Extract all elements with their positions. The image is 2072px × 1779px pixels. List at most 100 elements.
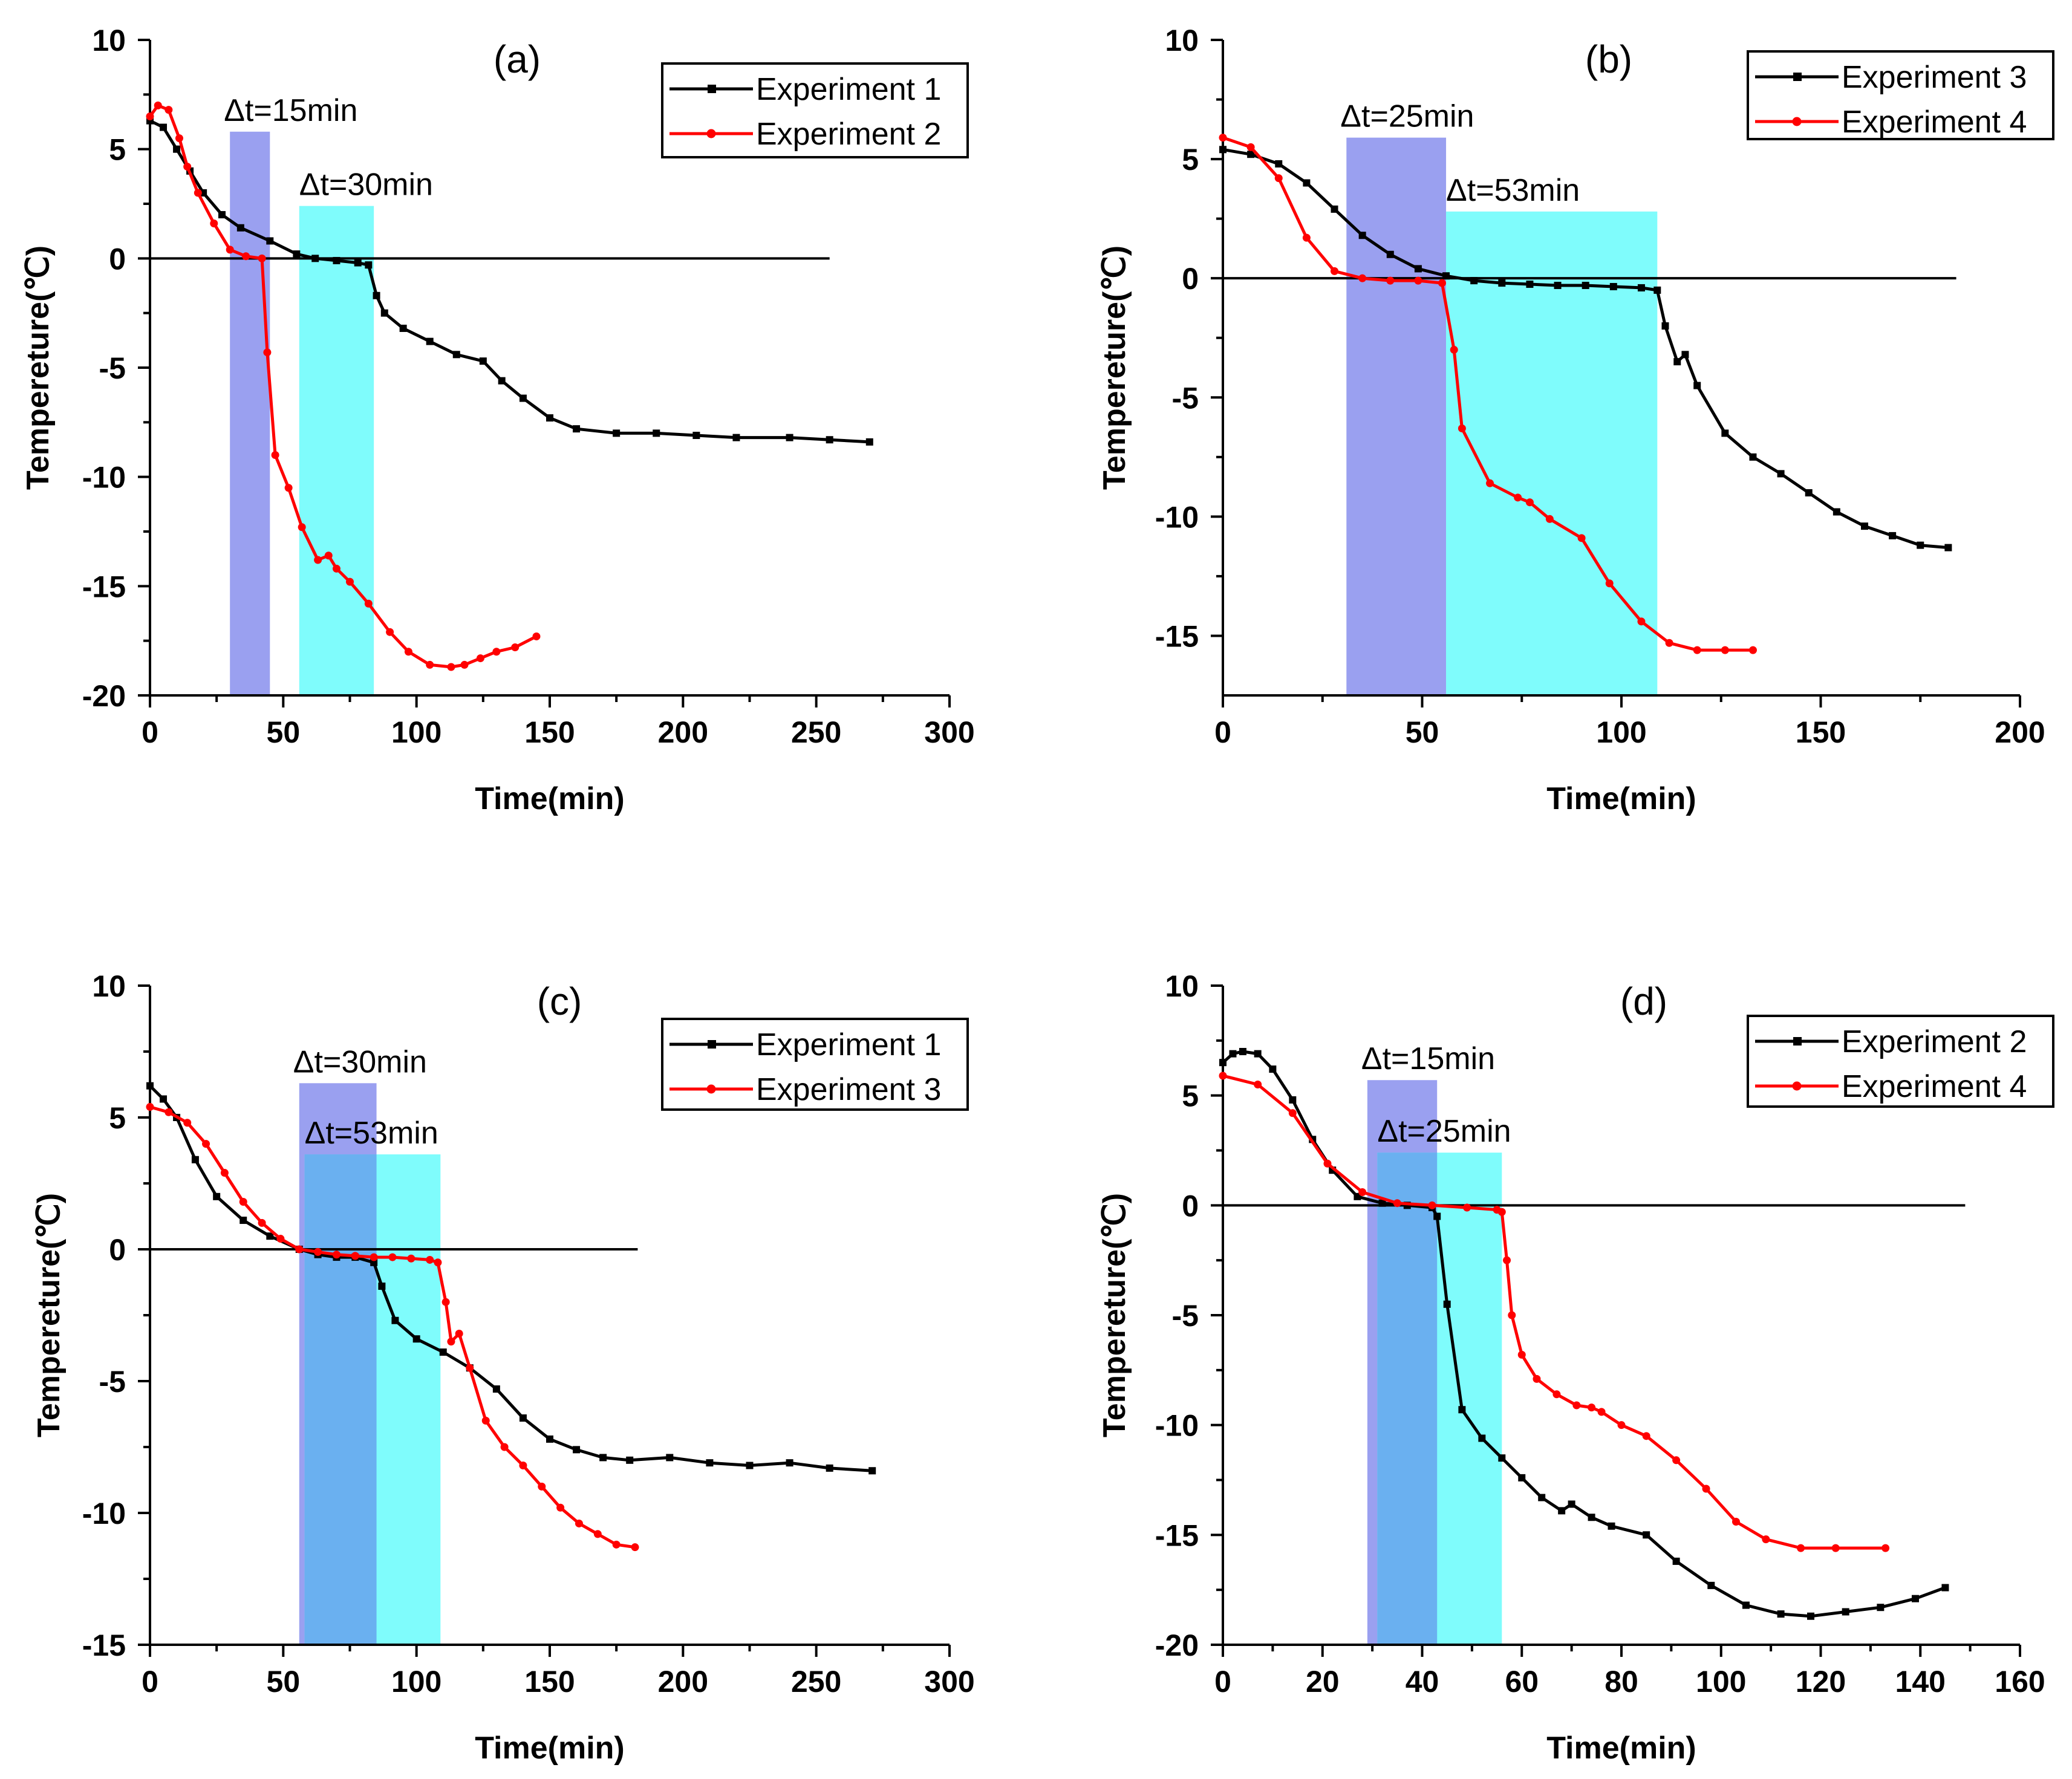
- data-point: [1538, 1494, 1546, 1501]
- y-tick-label: -15: [1155, 1518, 1199, 1552]
- y-tick-label: 10: [1165, 969, 1199, 1003]
- y-tick-label: -5: [1172, 381, 1199, 415]
- data-point: [239, 1217, 247, 1224]
- data-point: [1503, 1256, 1511, 1264]
- data-point: [1721, 429, 1729, 437]
- bands: Δt=25min Δt=53min: [1340, 99, 1658, 695]
- data-point: [426, 337, 434, 345]
- data-point: [220, 1169, 229, 1177]
- data-point: [1582, 282, 1589, 290]
- data-point: [364, 599, 373, 608]
- data-point: [786, 1459, 793, 1467]
- x-tick-label: 250: [791, 1665, 841, 1699]
- series-experiment-1: [146, 117, 873, 446]
- x-tick-label: 60: [1505, 1665, 1539, 1699]
- data-point: [173, 145, 181, 153]
- y-tick-label: 5: [109, 133, 126, 167]
- data-point: [276, 1235, 285, 1243]
- data-point: [511, 643, 520, 652]
- data-point: [1470, 277, 1478, 285]
- series-experiment-2: [146, 101, 541, 671]
- band-label: Δt=15min: [224, 93, 357, 128]
- data-point: [239, 1198, 247, 1206]
- y-tick-label: 0: [1182, 262, 1199, 296]
- data-point: [538, 1482, 546, 1491]
- band-label: Δt=25min: [1377, 1114, 1511, 1149]
- data-point: [333, 256, 340, 264]
- data-point: [1833, 508, 1840, 516]
- data-point: [1860, 522, 1868, 530]
- data-point: [1358, 1188, 1367, 1197]
- data-point: [1917, 541, 1924, 549]
- series-line: [1222, 1074, 1886, 1550]
- legend-label: Experiment 2: [1842, 1024, 2027, 1059]
- x-tick-label: 50: [267, 1665, 301, 1699]
- x-tick-label: 50: [1406, 715, 1439, 749]
- x-tick-label: 0: [1214, 1665, 1231, 1699]
- data-point: [1672, 1557, 1680, 1565]
- legend-label: Experiment 4: [1842, 1069, 2027, 1104]
- data-point: [666, 1454, 674, 1462]
- data-point: [1653, 286, 1661, 294]
- data-point: [242, 252, 250, 261]
- legend-label: Experiment 1: [756, 1027, 941, 1062]
- y-tick-label: -10: [82, 1497, 126, 1530]
- data-point: [1386, 250, 1394, 258]
- series-experiment-4: [1219, 134, 1757, 654]
- data-point: [1944, 544, 1952, 551]
- data-point: [266, 1232, 274, 1240]
- data-point: [593, 1530, 602, 1538]
- data-point: [160, 1095, 168, 1103]
- data-point: [1597, 1408, 1606, 1416]
- x-tick-label: 200: [1995, 715, 2045, 749]
- data-point: [1414, 265, 1422, 273]
- data-point: [1517, 1350, 1526, 1359]
- data-point: [354, 259, 362, 267]
- data-point: [1643, 1531, 1650, 1539]
- data-point: [1288, 1109, 1297, 1117]
- y-tick-label: -5: [99, 351, 126, 385]
- data-point: [183, 1119, 192, 1127]
- data-point: [399, 324, 407, 332]
- band-label: Δt=53min: [1446, 173, 1580, 208]
- y-tick-label: -15: [82, 570, 126, 603]
- data-point: [1749, 453, 1757, 461]
- data-point: [154, 101, 162, 109]
- band-label: Δt=25min: [1340, 99, 1474, 134]
- data-point: [1889, 532, 1897, 539]
- data-point: [191, 1156, 199, 1163]
- y-tick-label: -5: [99, 1365, 126, 1399]
- x-axis-title: Time(min): [475, 781, 625, 816]
- legend-swatch-marker: [706, 1084, 716, 1094]
- data-point: [519, 1462, 527, 1470]
- data-point: [1577, 534, 1586, 542]
- y-tick-label: 5: [1182, 143, 1199, 177]
- band-label: Δt=53min: [305, 1116, 438, 1151]
- data-point: [546, 1435, 553, 1443]
- data-point: [441, 1298, 450, 1306]
- data-point: [1693, 646, 1701, 654]
- data-point: [1219, 1059, 1227, 1067]
- data-point: [452, 351, 460, 359]
- data-point: [293, 250, 301, 258]
- data-point: [1229, 1050, 1237, 1058]
- data-point: [1554, 282, 1562, 290]
- data-point: [706, 1459, 714, 1467]
- data-point: [1331, 267, 1339, 275]
- data-point: [226, 246, 234, 254]
- legend-box: [1747, 1015, 2054, 1108]
- data-point: [1568, 1500, 1575, 1508]
- data-point: [546, 414, 553, 422]
- data-point: [1354, 1192, 1361, 1200]
- data-point: [481, 1416, 490, 1425]
- y-tick-label: -20: [1155, 1628, 1199, 1662]
- data-point: [519, 394, 527, 402]
- series-line: [148, 103, 538, 669]
- data-point: [311, 255, 319, 262]
- x-tick-label: 0: [142, 1665, 158, 1699]
- band-label: Δt=15min: [1361, 1041, 1495, 1076]
- data-point: [1358, 274, 1367, 282]
- data-point: [1525, 498, 1534, 507]
